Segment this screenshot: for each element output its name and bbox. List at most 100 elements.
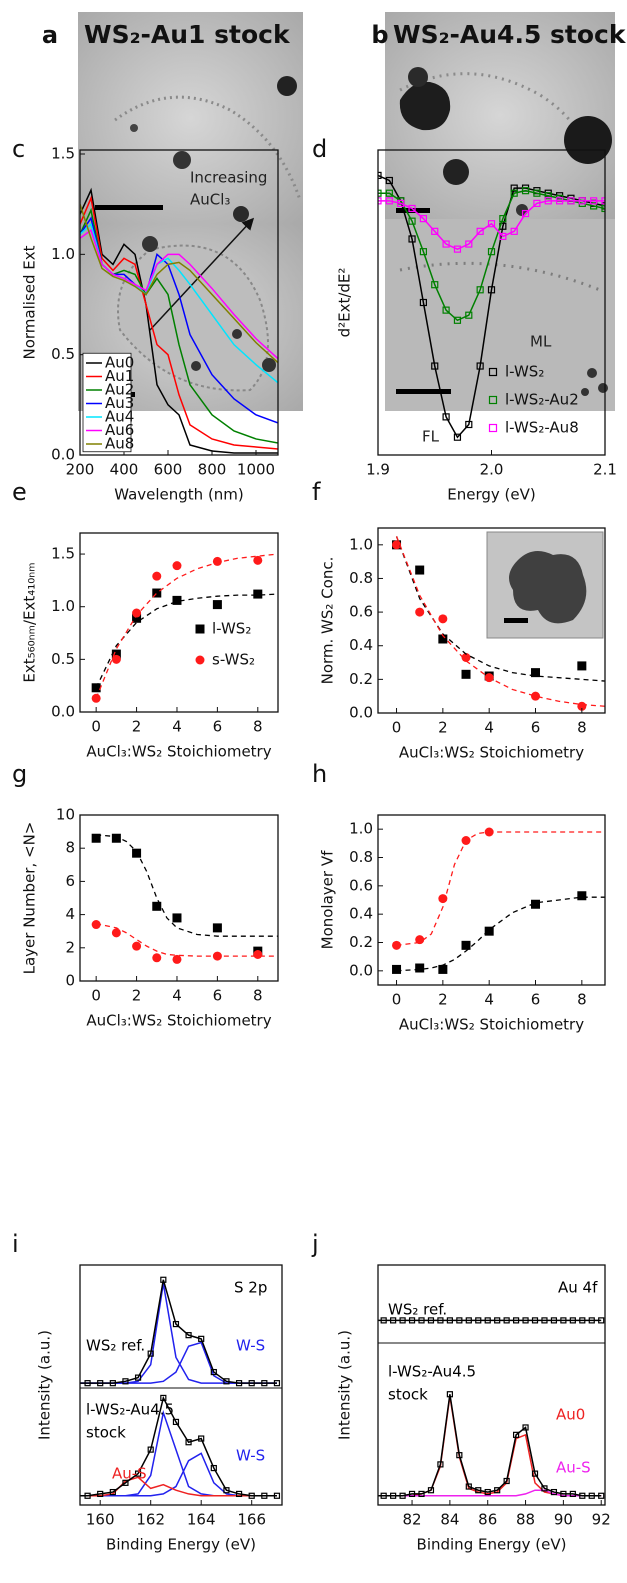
data-point [453,245,462,253]
scale-bar [396,208,430,213]
x-tick-label: 2.1 [593,461,617,479]
data-point [72,1493,77,1498]
data-point [212,556,222,566]
data-point [579,1317,586,1324]
x-axis-title: AuCl₃:WS₂ Stoichiometry [86,1012,271,1030]
x-tick-label: 8 [253,718,263,736]
legend-marker [488,367,498,377]
data-point [372,1493,377,1498]
series-line [96,834,278,937]
data-point [465,1483,472,1490]
series-line [378,189,605,322]
data-point [487,220,496,228]
legend-label: Au1 [105,367,134,385]
y-tick-label: 1.0 [349,820,373,838]
data-point [494,1487,501,1494]
legend-marker [195,624,205,634]
data-point [533,199,541,207]
x-tick-label: 0 [392,719,402,737]
data-point [419,248,427,256]
data-point [152,588,162,598]
data-point [415,565,425,575]
data-point [72,1381,77,1386]
data-point [111,654,121,664]
x-axis-title: AuCl₃:WS₂ Stoichiometry [399,1016,584,1034]
y-tick-label: 0.2 [349,670,373,688]
data-point [442,413,450,421]
data-point [392,540,402,550]
data-point [160,1276,167,1283]
legend-label: Au3 [105,394,134,412]
data-point [427,1487,435,1494]
data-point [122,1378,129,1385]
flake-edge [399,72,592,161]
x-axis-title: Binding Energy (eV) [417,1536,567,1554]
data-point [185,1439,192,1446]
data-point [442,306,450,314]
data-point [273,1492,281,1499]
data-point [442,240,450,248]
data-point [544,192,552,200]
data-point [431,281,439,289]
data-point [198,1435,205,1442]
data-point [531,1470,539,1477]
data-point [461,669,471,679]
x-tick-label: 1000 [237,461,275,479]
x-tick-label: 4 [172,987,182,1005]
data-point [97,1490,104,1498]
data-point [499,215,507,223]
data-point [84,1492,91,1499]
data-point [456,1452,463,1459]
data-point [408,217,416,225]
x-tick-label: 2 [438,991,448,1009]
data-point [109,1380,116,1387]
scale-bar [396,389,451,394]
y-tick-label: 1.0 [51,597,75,615]
series-line [80,203,278,364]
data-point [476,286,484,294]
data-point [97,1380,104,1387]
legend-label: l-WS₂ [505,363,544,381]
legend-label: Au2 [105,381,134,399]
particle [509,551,587,624]
data-point [494,1317,501,1324]
y-axis-title: Layer Number, <N> [21,822,39,975]
x-tick-label: 90 [554,1511,573,1529]
data-point [91,920,101,930]
x-tick-label: 6 [531,991,541,1009]
data-point [152,901,162,911]
data-point [132,613,142,623]
y-tick-label: 0.0 [349,961,373,979]
particle [173,151,191,169]
particle [443,159,469,185]
data-point [109,1488,116,1496]
y-tick-label: 1.5 [51,545,75,563]
data-point [550,1317,558,1324]
data-point [456,1317,463,1324]
data-point [91,693,101,703]
legend-label: l-WS₂-Au8 [505,419,579,437]
data-point [134,1374,142,1381]
particle [130,124,138,132]
data-point [446,1317,453,1324]
data-point [210,1368,217,1376]
y-tick-label: 0.0 [349,704,373,722]
x-tick-label: 6 [213,718,223,736]
legend-label: Au4 [105,408,134,426]
x-tick-label: 86 [478,1511,497,1529]
data-point [253,589,263,599]
x-tick-label: 0 [91,718,101,736]
plot-area [378,171,605,441]
data-point [560,1317,567,1324]
plot-area [80,187,278,454]
flake-edge [114,95,302,201]
plot-frame [377,814,606,986]
legend-label: s-WS₂ [212,651,255,669]
data-point [560,1490,567,1498]
legend-label: l-WS₂-Au2 [505,391,579,409]
particle [233,206,249,222]
plot-area [91,833,278,964]
data-point [503,1477,510,1485]
y-axis-title: Ext₅₆₀ₙₘ/Ext₄₁₀ₙₘ [21,562,39,682]
annotation: Increasing [190,169,267,187]
